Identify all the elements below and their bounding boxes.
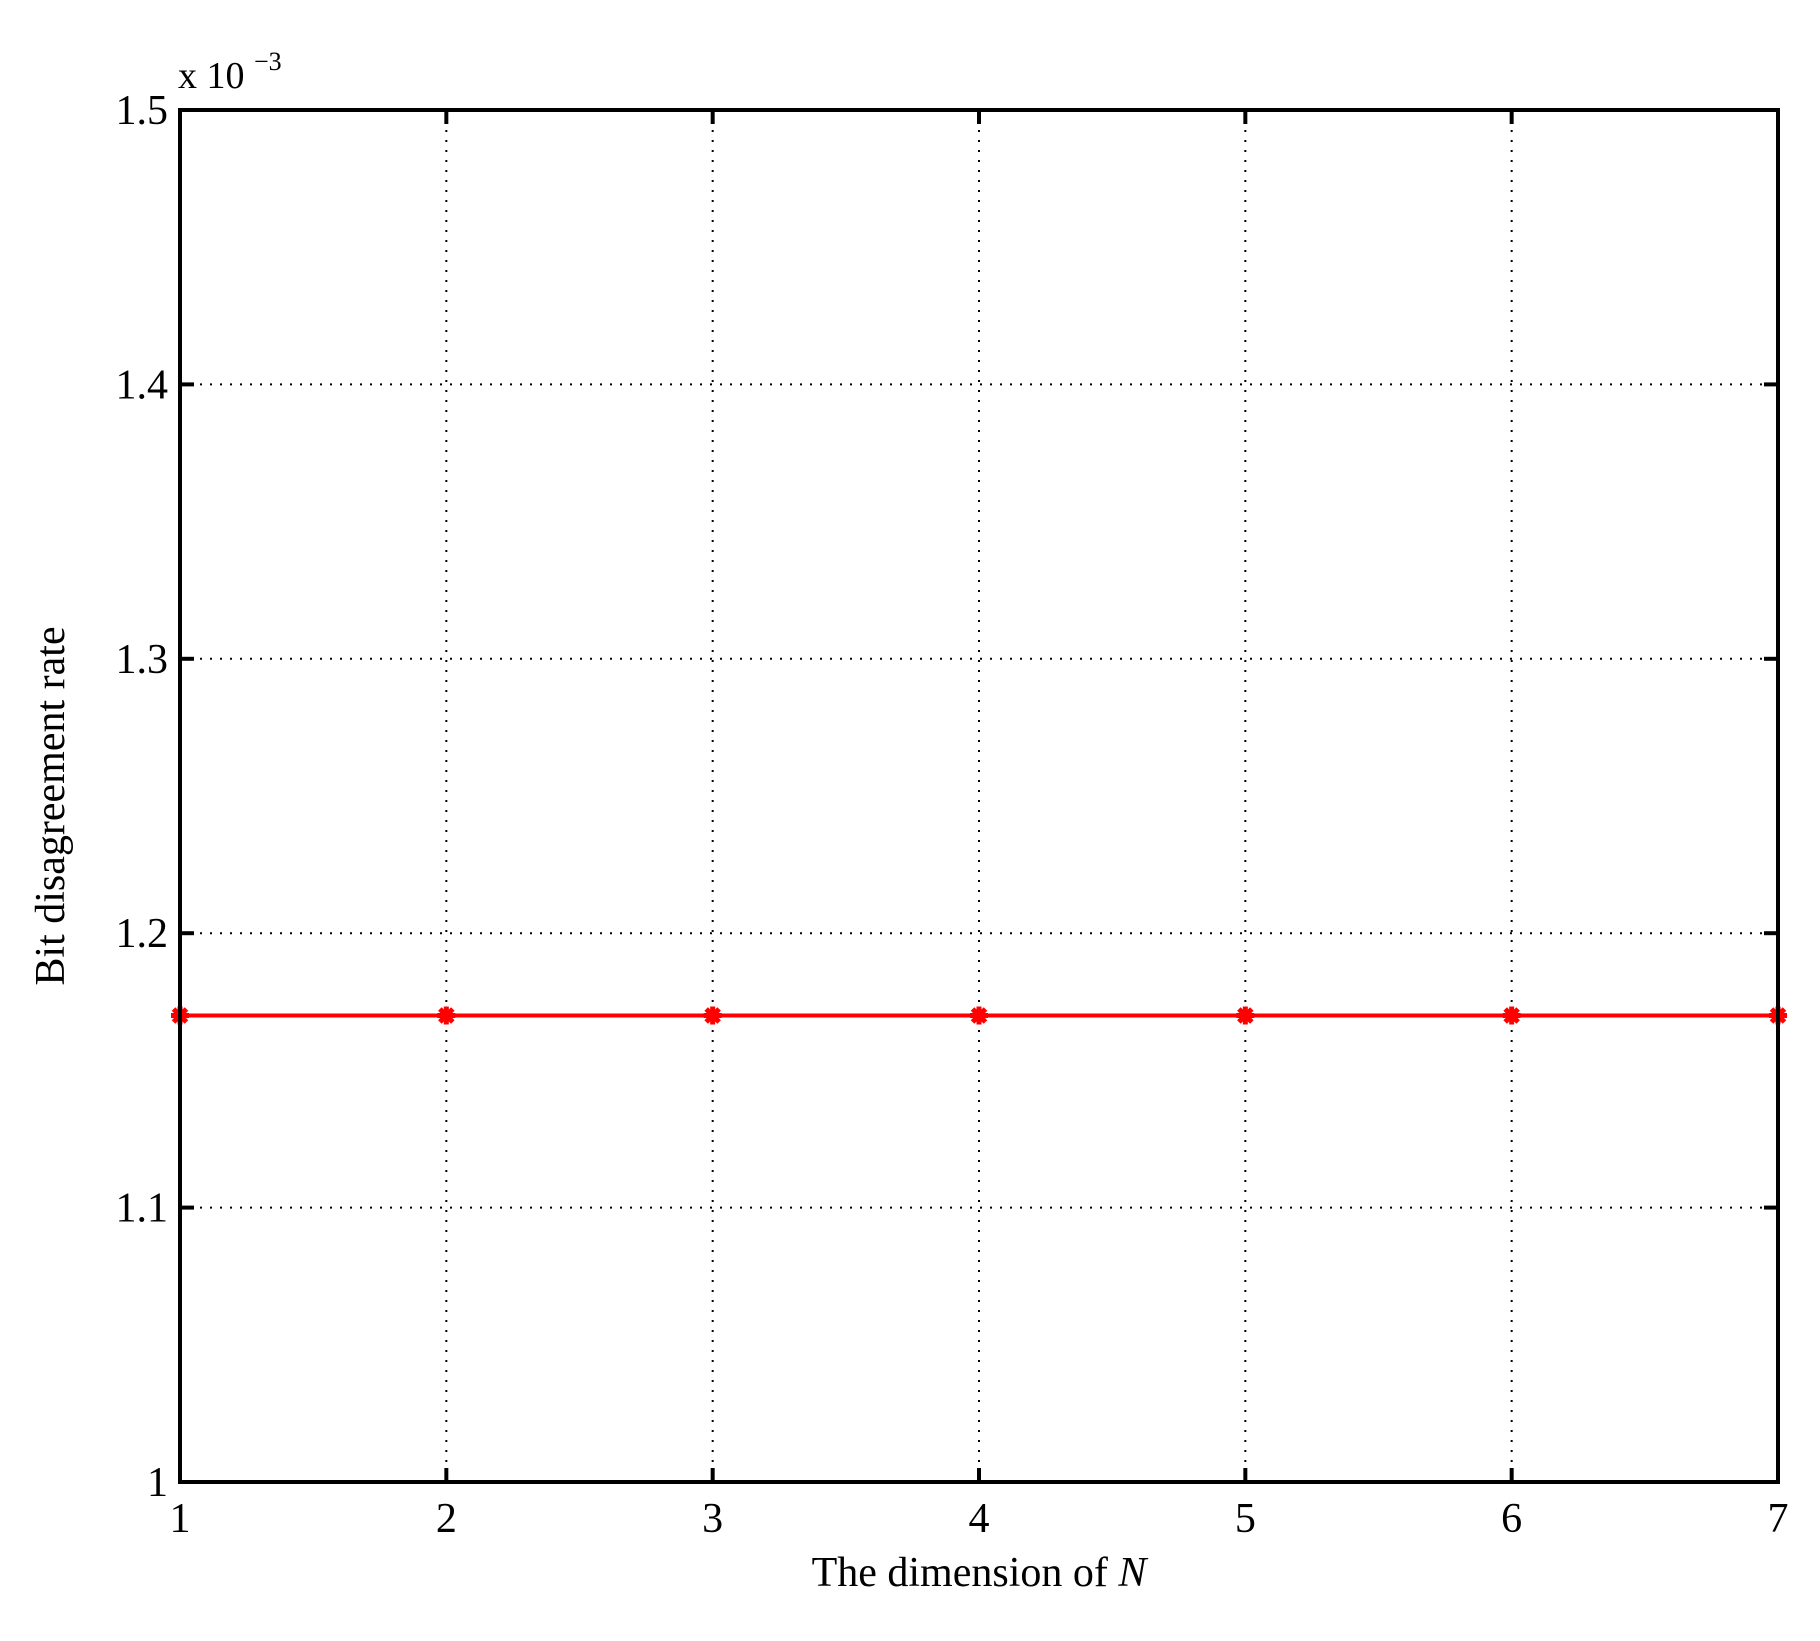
data-point-marker: [703, 1006, 722, 1025]
y-axis-label: Bit disagreement rate: [28, 626, 74, 985]
y-tick-label: 1.4: [116, 362, 169, 408]
marker-stroke: [438, 1007, 455, 1024]
data-point-marker: [1502, 1006, 1521, 1025]
y-tick-label: 1.3: [116, 637, 169, 683]
y-scale-base: x 10: [178, 55, 245, 97]
y-tick-label: 1.2: [116, 911, 169, 957]
x-axis-label-text: The dimension of: [812, 1550, 1119, 1596]
marker-stroke: [970, 1007, 988, 1024]
y-scale-factor: x 10 −3: [178, 47, 282, 97]
x-tick-label: 6: [1501, 1496, 1522, 1542]
tick-labels: 1 2 3 4 5 6 7 1 1.1 1.2 1.3 1.4 1.5: [116, 88, 1789, 1542]
x-tick-label: 4: [969, 1496, 990, 1542]
x-tick-label: 2: [436, 1496, 457, 1542]
data-point-marker: [1236, 1006, 1255, 1025]
marker-stroke: [704, 1007, 721, 1024]
series-layer: [171, 1006, 1787, 1025]
y-scale-exponent: −3: [254, 47, 282, 76]
x-tick-label: 5: [1235, 1496, 1256, 1542]
data-point-marker: [970, 1006, 988, 1025]
ticks: [178, 108, 1780, 1484]
y-tick-label: 1.5: [116, 88, 169, 134]
y-tick-label: 1: [147, 1460, 168, 1506]
x-tick-label: 7: [1768, 1496, 1789, 1542]
marker-stroke: [1237, 1007, 1254, 1024]
data-point-marker: [437, 1006, 456, 1025]
grid: [180, 110, 1778, 1482]
x-tick-label: 1: [170, 1496, 191, 1542]
marker-stroke: [1503, 1007, 1520, 1024]
x-axis-label: The dimension of N: [812, 1550, 1149, 1596]
x-tick-label: 3: [702, 1496, 723, 1542]
x-axis-label-variable: N: [1117, 1550, 1148, 1596]
y-tick-label: 1.1: [116, 1186, 169, 1232]
